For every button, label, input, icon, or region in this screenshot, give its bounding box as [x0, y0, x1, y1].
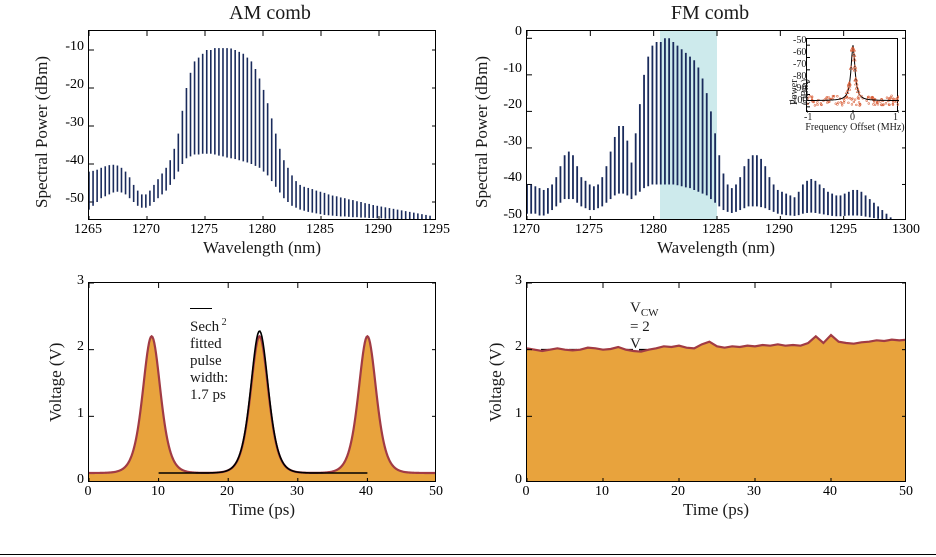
ytick: 1 [48, 406, 84, 422]
ytick: 2 [486, 339, 522, 355]
ytick: 0 [486, 24, 522, 40]
inset-ytick: -100 [789, 95, 807, 106]
xtick: 20 [207, 484, 247, 500]
xlabel-a: Wavelength (nm) [88, 238, 436, 258]
ytick: 1 [486, 406, 522, 422]
inset-xtick: 0 [850, 112, 855, 123]
xtick: 1300 [886, 222, 926, 238]
xtick: 40 [810, 484, 850, 500]
ytick: -40 [486, 170, 522, 186]
plot-a [88, 30, 436, 220]
xtick: 50 [416, 484, 456, 500]
xtick: 30 [734, 484, 774, 500]
figure-root: AM comb FM comb a Spectral Power (dBm) W… [0, 0, 936, 557]
svg-d [527, 283, 906, 482]
title-am: AM comb [120, 2, 420, 25]
ytick: -20 [48, 77, 84, 93]
inset-ytick: -60 [793, 47, 806, 58]
plot-c [88, 282, 436, 482]
xtick: 1275 [569, 222, 609, 238]
xtick: 1280 [242, 222, 282, 238]
xtick: 1295 [416, 222, 456, 238]
ytick: -50 [486, 207, 522, 223]
inset-ytick: -80 [793, 71, 806, 82]
sech-annotation: Sech 2 fitted pulse width: 1.7 ps [190, 300, 228, 404]
ytick: -40 [48, 153, 84, 169]
xtick: 10 [138, 484, 178, 500]
ytick: -30 [486, 134, 522, 150]
xtick: 1290 [759, 222, 799, 238]
ytick: -30 [48, 115, 84, 131]
xlabel-d: Time (ps) [526, 500, 906, 520]
xtick: 0 [506, 484, 546, 500]
vcw-annotation: VCW = 2 V [630, 300, 659, 353]
ytick: 3 [486, 273, 522, 289]
inset-ytick: -70 [793, 59, 806, 70]
xtick: 1295 [823, 222, 863, 238]
ytick: 2 [48, 339, 84, 355]
xtick: 40 [346, 484, 386, 500]
xlabel-b: Wavelength (nm) [526, 238, 906, 258]
ytick: -10 [48, 39, 84, 55]
xtick: 1285 [696, 222, 736, 238]
bottom-rule [0, 554, 936, 555]
sech-text: Sech 2 fitted pulse width: 1.7 ps [190, 319, 228, 403]
ytick: 3 [48, 273, 84, 289]
plot-d [526, 282, 906, 482]
xtick: 1280 [633, 222, 673, 238]
xlabel-c: Time (ps) [88, 500, 436, 520]
xtick: 50 [886, 484, 926, 500]
svg-a [89, 31, 436, 220]
xtick: 1270 [126, 222, 166, 238]
inset-xtick: 1 [893, 112, 898, 123]
legend-line-icon [190, 308, 212, 309]
title-fm: FM comb [560, 2, 860, 25]
ytick: -10 [486, 61, 522, 77]
xtick: 1275 [184, 222, 224, 238]
xtick: 0 [68, 484, 108, 500]
svg-inset [807, 39, 899, 113]
xtick: 30 [277, 484, 317, 500]
xtick: 10 [582, 484, 622, 500]
svg-c [89, 283, 436, 482]
xtick: 20 [658, 484, 698, 500]
xtick: 1270 [506, 222, 546, 238]
inset-plot [806, 38, 898, 112]
inset-ytick: -90 [793, 83, 806, 94]
inset-xtick: -1 [804, 112, 812, 123]
ytick: -50 [48, 191, 84, 207]
xtick: 1290 [358, 222, 398, 238]
xtick: 1265 [68, 222, 108, 238]
xtick: 1285 [300, 222, 340, 238]
inset-ytick: -50 [793, 35, 806, 46]
inset-xlabel: Frequency Offset (MHz) [800, 122, 910, 133]
ytick: -20 [486, 97, 522, 113]
